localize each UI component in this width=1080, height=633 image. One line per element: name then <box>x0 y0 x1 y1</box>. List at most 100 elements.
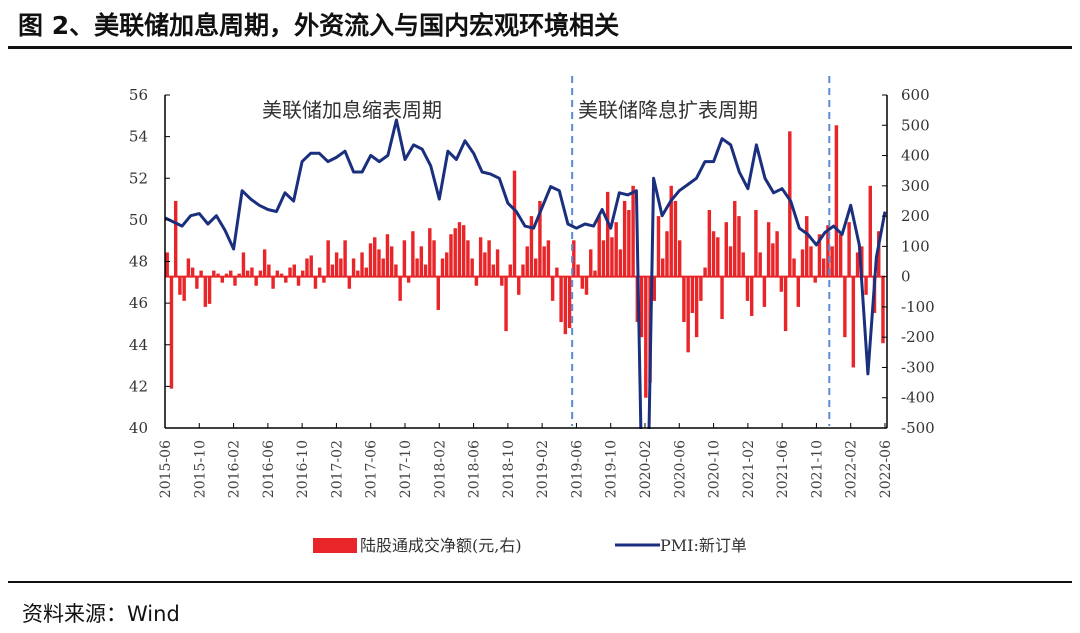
y-right-tick-label: 500 <box>901 116 930 134</box>
legend-label-line: PMI:新订单 <box>660 536 747 555</box>
bar <box>593 270 597 277</box>
bar <box>796 276 800 307</box>
pmi-line <box>165 118 887 429</box>
bar <box>682 276 686 323</box>
bar <box>699 276 703 301</box>
legend-swatch-bars <box>313 538 357 553</box>
bar <box>550 276 555 301</box>
x-tick-label: 2018-10 <box>501 440 517 498</box>
bar <box>423 264 428 277</box>
bar <box>627 210 631 277</box>
annotation-hiking: 美联储加息缩表周期 <box>262 98 442 122</box>
bar-series <box>165 125 885 398</box>
x-tick-label: 2017-10 <box>398 440 414 498</box>
bar <box>762 276 767 307</box>
bar <box>487 240 491 277</box>
bar <box>368 243 373 277</box>
bar <box>783 276 788 332</box>
bar <box>186 258 191 277</box>
y-right-tick-label: -400 <box>901 389 935 407</box>
x-tick-label: 2020-10 <box>707 440 723 498</box>
bar <box>229 270 233 277</box>
bar <box>445 252 449 277</box>
bar <box>724 222 728 277</box>
bar <box>216 273 220 277</box>
bar <box>258 270 263 277</box>
period-dividers <box>571 76 831 426</box>
bar <box>500 276 504 286</box>
bar <box>466 240 470 277</box>
bar <box>351 258 356 277</box>
bar <box>533 258 538 277</box>
bar <box>745 276 750 301</box>
bar <box>716 237 720 277</box>
bar <box>461 225 466 277</box>
y-left-tick-label: 44 <box>129 336 148 354</box>
y-right-tick-label: 200 <box>901 207 930 225</box>
bar <box>254 276 258 286</box>
bar <box>834 125 839 277</box>
bar <box>381 258 385 277</box>
x-tick-label: 2018-02 <box>432 440 448 498</box>
bar <box>301 270 305 277</box>
bar <box>326 240 330 277</box>
bar <box>428 228 432 277</box>
y-left-tick-label: 46 <box>129 294 148 312</box>
bar <box>813 276 817 283</box>
bar <box>165 252 169 277</box>
bar <box>677 240 682 277</box>
x-tick-label: 2015-10 <box>192 440 208 498</box>
bar <box>402 240 407 277</box>
bar <box>284 276 288 283</box>
bar <box>589 249 593 277</box>
bar <box>622 200 627 277</box>
x-tick-label: 2022-06 <box>878 440 894 498</box>
bar <box>267 264 271 277</box>
bar <box>262 249 267 277</box>
bar <box>733 200 737 277</box>
bar <box>584 276 589 295</box>
bar <box>877 231 881 277</box>
bar <box>618 249 623 277</box>
bar <box>775 231 779 277</box>
bar <box>398 276 402 301</box>
bar <box>478 237 483 277</box>
bar <box>330 264 335 277</box>
bar <box>275 270 280 277</box>
bar <box>250 267 254 277</box>
bar <box>309 255 313 277</box>
axes: 40 42 44 46 48 50 52 54 56 -500 -400 -300 -200 -100 0 1… <box>129 86 935 498</box>
bar <box>792 258 796 277</box>
bar <box>605 191 610 277</box>
bar <box>419 246 424 277</box>
x-tick-label: 2017-06 <box>364 440 380 498</box>
bar <box>809 246 813 277</box>
bar <box>385 234 390 277</box>
bar <box>669 185 673 277</box>
bar <box>457 222 462 277</box>
x-tick-label: 2021-10 <box>809 440 825 498</box>
bar <box>313 276 318 289</box>
legend: 陆股通成交净额(元,右) PMI:新订单 <box>313 536 747 555</box>
bar <box>508 264 512 277</box>
y-right-tick-label: -300 <box>901 358 935 376</box>
bar <box>237 273 241 277</box>
x-tick-label: 2018-06 <box>467 440 483 498</box>
bar <box>364 267 368 277</box>
bar <box>737 216 741 277</box>
bar <box>817 234 822 277</box>
x-tick-label: 2019-06 <box>569 440 585 498</box>
bar <box>190 267 195 277</box>
bar <box>686 276 690 353</box>
bar <box>703 267 707 277</box>
y-left-tick-label: 54 <box>129 128 148 146</box>
bar <box>597 216 601 277</box>
bar <box>580 276 584 289</box>
bar <box>851 276 856 368</box>
line-series <box>165 118 887 429</box>
bar <box>559 276 563 323</box>
bar <box>838 234 843 277</box>
bar <box>220 276 224 283</box>
bar <box>483 252 487 277</box>
y-left-tick-label: 40 <box>129 419 148 437</box>
